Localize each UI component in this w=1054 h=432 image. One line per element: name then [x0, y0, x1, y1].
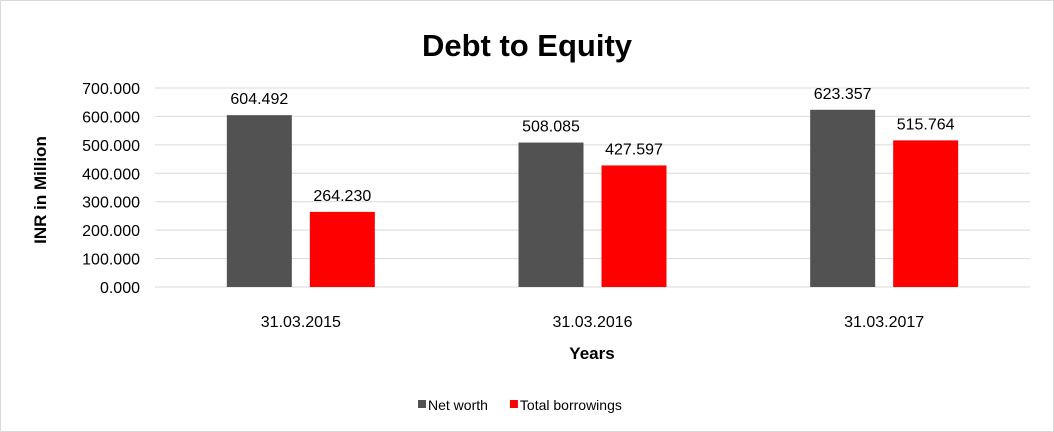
bar-total-borrowings	[893, 140, 959, 287]
bar-net-worth	[518, 142, 584, 287]
y-tick-label: 200.000	[82, 223, 140, 240]
y-tick-label: 0.000	[100, 280, 140, 297]
bar-net-worth	[810, 109, 876, 287]
y-tick-label: 600.000	[82, 109, 140, 126]
legend-swatch	[418, 400, 426, 408]
legend-swatch	[509, 400, 518, 408]
data-label: 427.597	[605, 141, 663, 158]
y-tick-label: 400.000	[82, 166, 140, 183]
y-tick-label: 700.000	[82, 81, 140, 98]
x-axis-label: Years	[569, 344, 614, 363]
data-label: 515.764	[897, 116, 955, 133]
x-tick-label: 31.03.2015	[261, 314, 341, 331]
chart-title: Debt to Equity	[422, 28, 633, 63]
y-tick-label: 100.000	[82, 252, 140, 269]
bar-net-worth	[226, 115, 292, 288]
x-tick-label: 31.03.2017	[844, 314, 924, 331]
bar-total-borrowings	[601, 165, 667, 287]
bar-total-borrowings	[309, 211, 375, 287]
y-tick-label: 500.000	[82, 138, 140, 155]
y-tick-label: 300.000	[82, 195, 140, 212]
x-tick-label: 31.03.2016	[552, 314, 632, 331]
y-axis-label: INR in Million	[31, 136, 50, 244]
legend-label: Net worth	[428, 397, 488, 413]
data-label: 604.492	[230, 91, 288, 108]
data-label: 623.357	[814, 86, 872, 103]
data-label: 264.230	[313, 188, 371, 205]
legend-label: Total borrowings	[520, 397, 622, 413]
data-label: 508.085	[522, 119, 580, 136]
